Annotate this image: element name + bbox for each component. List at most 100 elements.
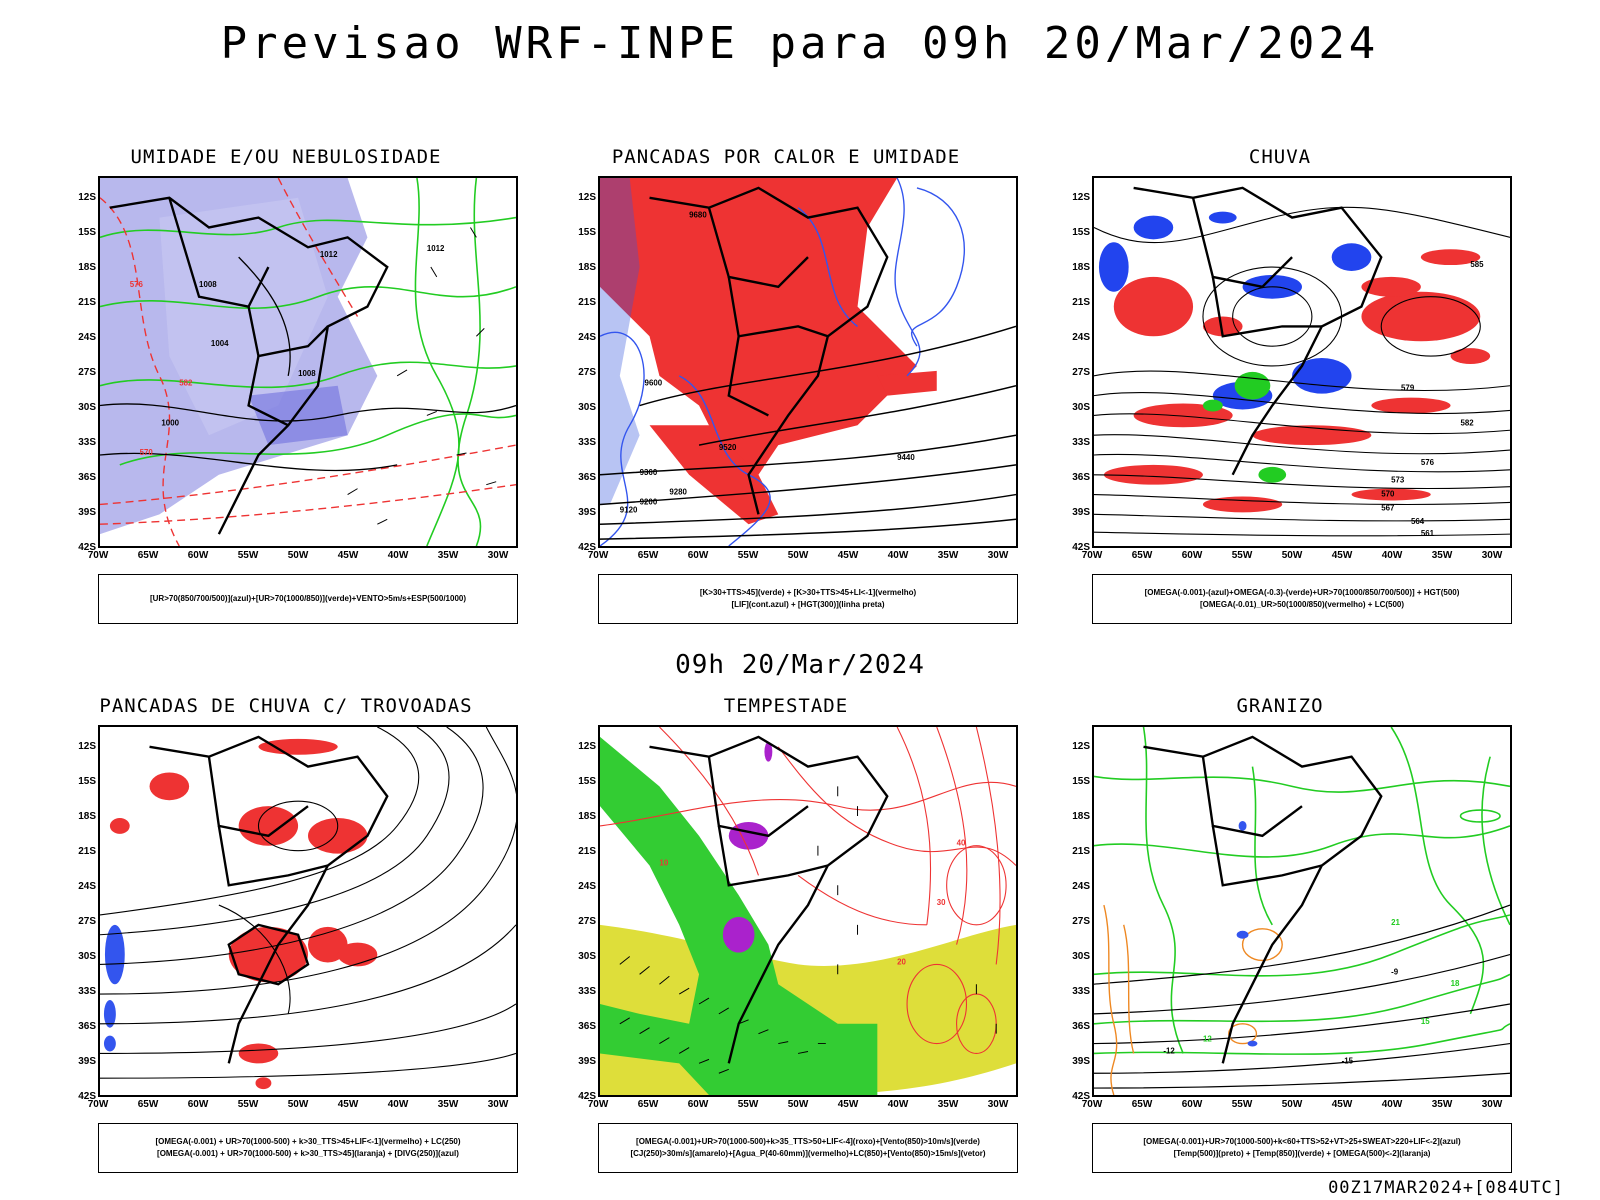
forecast-map[interactable] [98, 725, 518, 1097]
contour-label: -15 [1342, 1056, 1354, 1065]
panel-tempestade: TEMPESTADE 12S 15S 18S 21S 24S 27S 30S 33S 36S 39… [556, 695, 1018, 1175]
legend-line: [CJ(250)>30m/s](amarelo)+[Agua_P(40-60mm… [630, 1149, 986, 1158]
contour-label: 9200 [640, 497, 658, 506]
longitude-tick-label: 35W [1431, 550, 1453, 561]
latitude-tick-label: 18S [1072, 262, 1090, 273]
latitude-tick-label: 27S [78, 916, 96, 927]
contour-label: 30 [937, 898, 946, 907]
latitude-tick-label: 24S [1072, 332, 1090, 343]
longitude-tick-label: 30W [487, 1099, 509, 1110]
panel-umidade: UMIDADE E/OU NEBULOSIDADE 12S 15S 18S 21S 24… [56, 146, 518, 626]
latitude-tick-label: 42S [78, 1091, 96, 1102]
latitude-tick-label: 21S [78, 297, 96, 308]
longitude-tick-label: 50W [1281, 550, 1303, 561]
longitude-tick-label: 45W [1331, 1099, 1353, 1110]
contour-label: 9680 [689, 211, 707, 220]
latitude-axis: 12S 15S 18S 21S 24S 27S 30S 33S 36S 39S 42S [66, 176, 96, 553]
longitude-tick-label: 55W [1231, 550, 1253, 561]
latitude-tick-label: 12S [1072, 192, 1090, 203]
latitude-tick-label: 33S [1072, 986, 1090, 997]
contour-label: 9520 [719, 443, 737, 452]
longitude-tick-label: 55W [737, 1099, 759, 1110]
contour-label: 12 [1203, 1035, 1212, 1044]
longitude-tick-label: 60W [687, 550, 709, 561]
latitude-tick-label: 15S [578, 227, 596, 238]
contour-label: 9600 [645, 379, 663, 388]
contour-label: 9280 [669, 488, 687, 497]
contour-label: 18 [1451, 979, 1460, 988]
legend-line: [Temp(500)](preto) + [Temp(850)](verde) … [1173, 1149, 1431, 1158]
latitude-tick-label: 15S [578, 776, 596, 787]
latitude-tick-label: 24S [578, 881, 596, 892]
legend-line: [LIF](cont.azul) + [HGT(300)](linha pret… [731, 600, 885, 609]
longitude-tick-label: 60W [1181, 550, 1203, 561]
legend-line: [OMEGA(-0.01)_UR>50(1000/850)(vermelho) … [1199, 600, 1405, 609]
forecast-map[interactable]: -12 -15 -9 12 15 18 21 [1092, 725, 1512, 1097]
contour-label: -12 [1163, 1046, 1175, 1055]
longitude-tick-label: 60W [1181, 1099, 1203, 1110]
longitude-axis: 70W 65W 60W 55W 50W 45W 40W 35W 30W [588, 550, 1018, 564]
panel-title: UMIDADE E/OU NEBULOSIDADE [130, 146, 442, 168]
forecast-map[interactable]: 40 30 20 10 [598, 725, 1018, 1097]
latitude-tick-label: 27S [1072, 916, 1090, 927]
latitude-tick-label: 15S [1072, 776, 1090, 787]
latitude-axis: 12S 15S 18S 21S 24S 27S 30S 33S 36S 39S 42S [1060, 176, 1090, 553]
legend-line: [OMEGA(-0.001)-(azul)+OMEGA(-0.3)-(verde… [1144, 588, 1460, 597]
latitude-tick-label: 36S [1072, 472, 1090, 483]
longitude-tick-label: 55W [1231, 1099, 1253, 1110]
contour-label: 9120 [620, 505, 638, 514]
latitude-tick-label: 12S [78, 741, 96, 752]
latitude-tick-label: 39S [78, 507, 96, 518]
longitude-axis: 70W 65W 60W 55W 50W 45W 40W 35W 30W [88, 550, 518, 564]
longitude-tick-label: 55W [737, 550, 759, 561]
contour-label: 40 [957, 839, 966, 848]
longitude-tick-label: 65W [137, 550, 159, 561]
latitude-tick-label: 27S [578, 367, 596, 378]
longitude-axis: 70W 65W 60W 55W 50W 45W 40W 35W 30W [588, 1099, 1018, 1113]
legend-line: [UR>70(850/700/500)](azul)+[UR>70(1000/8… [149, 594, 467, 603]
latitude-tick-label: 24S [578, 332, 596, 343]
longitude-tick-label: 45W [837, 550, 859, 561]
panel-chuva: CHUVA 12S 15S 18S 21S 24S 27S 30S 33S 36S 39S 42S [1050, 146, 1512, 626]
contour-label: 21 [1391, 918, 1400, 927]
latitude-tick-label: 12S [78, 192, 96, 203]
panel-legend: [OMEGA(-0.001)+UR>70(1000-500)+k>35_TTS>… [598, 1123, 1018, 1173]
longitude-tick-label: 45W [1331, 550, 1353, 561]
longitude-tick-label: 65W [137, 1099, 159, 1110]
forecast-map[interactable]: 9680 9600 9520 9440 9360 9280 9200 9120 [598, 176, 1018, 548]
longitude-tick-label: 40W [387, 550, 409, 561]
latitude-tick-label: 12S [1072, 741, 1090, 752]
forecast-map[interactable]: 585 582 579 576 573 570 567 564 561 [1092, 176, 1512, 548]
legend-line: [OMEGA(-0.001)+UR>70(1000-500)+k<60+TTS>… [1143, 1137, 1461, 1146]
longitude-tick-label: 70W [587, 1099, 609, 1110]
longitude-axis: 70W 65W 60W 55W 50W 45W 40W 35W 30W [1082, 1099, 1512, 1113]
latitude-tick-label: 27S [1072, 367, 1090, 378]
latitude-tick-label: 36S [578, 472, 596, 483]
latitude-tick-label: 36S [78, 472, 96, 483]
longitude-axis: 70W 65W 60W 55W 50W 45W 40W 35W 30W [1082, 550, 1512, 564]
panel-legend: [OMEGA(-0.001)-(azul)+OMEGA(-0.3)-(verde… [1092, 574, 1512, 624]
longitude-tick-label: 70W [1081, 550, 1103, 561]
panel-legend: [OMEGA(-0.001) + UR>70(1000-500) + k>30_… [98, 1123, 518, 1173]
longitude-tick-label: 35W [437, 1099, 459, 1110]
forecast-map[interactable]: 1012 1008 1004 1000 1012 1008 576 570 58… [98, 176, 518, 548]
longitude-tick-label: 40W [1381, 550, 1403, 561]
latitude-tick-label: 42S [578, 542, 596, 553]
longitude-tick-label: 70W [87, 1099, 109, 1110]
longitude-tick-label: 30W [987, 550, 1009, 561]
latitude-axis: 12S 15S 18S 21S 24S 27S 30S 33S 36S 39S 42S [566, 176, 596, 553]
longitude-tick-label: 65W [1131, 1099, 1153, 1110]
longitude-tick-label: 70W [87, 550, 109, 561]
latitude-tick-label: 36S [1072, 1021, 1090, 1032]
longitude-tick-label: 40W [887, 550, 909, 561]
contour-label: 561 [1421, 529, 1435, 538]
longitude-tick-label: 65W [637, 550, 659, 561]
contour-label: 582 [1460, 418, 1474, 427]
longitude-tick-label: 40W [887, 1099, 909, 1110]
latitude-tick-label: 24S [1072, 881, 1090, 892]
contour-label: -9 [1391, 967, 1399, 976]
latitude-tick-label: 12S [578, 192, 596, 203]
panel-pancadas-trovoadas: PANCADAS DE CHUVA C/ TROVOADAS 12S 15S 18S… [56, 695, 518, 1175]
contour-label: 1012 [427, 244, 445, 253]
longitude-axis: 70W 65W 60W 55W 50W 45W 40W 35W 30W [88, 1099, 518, 1113]
